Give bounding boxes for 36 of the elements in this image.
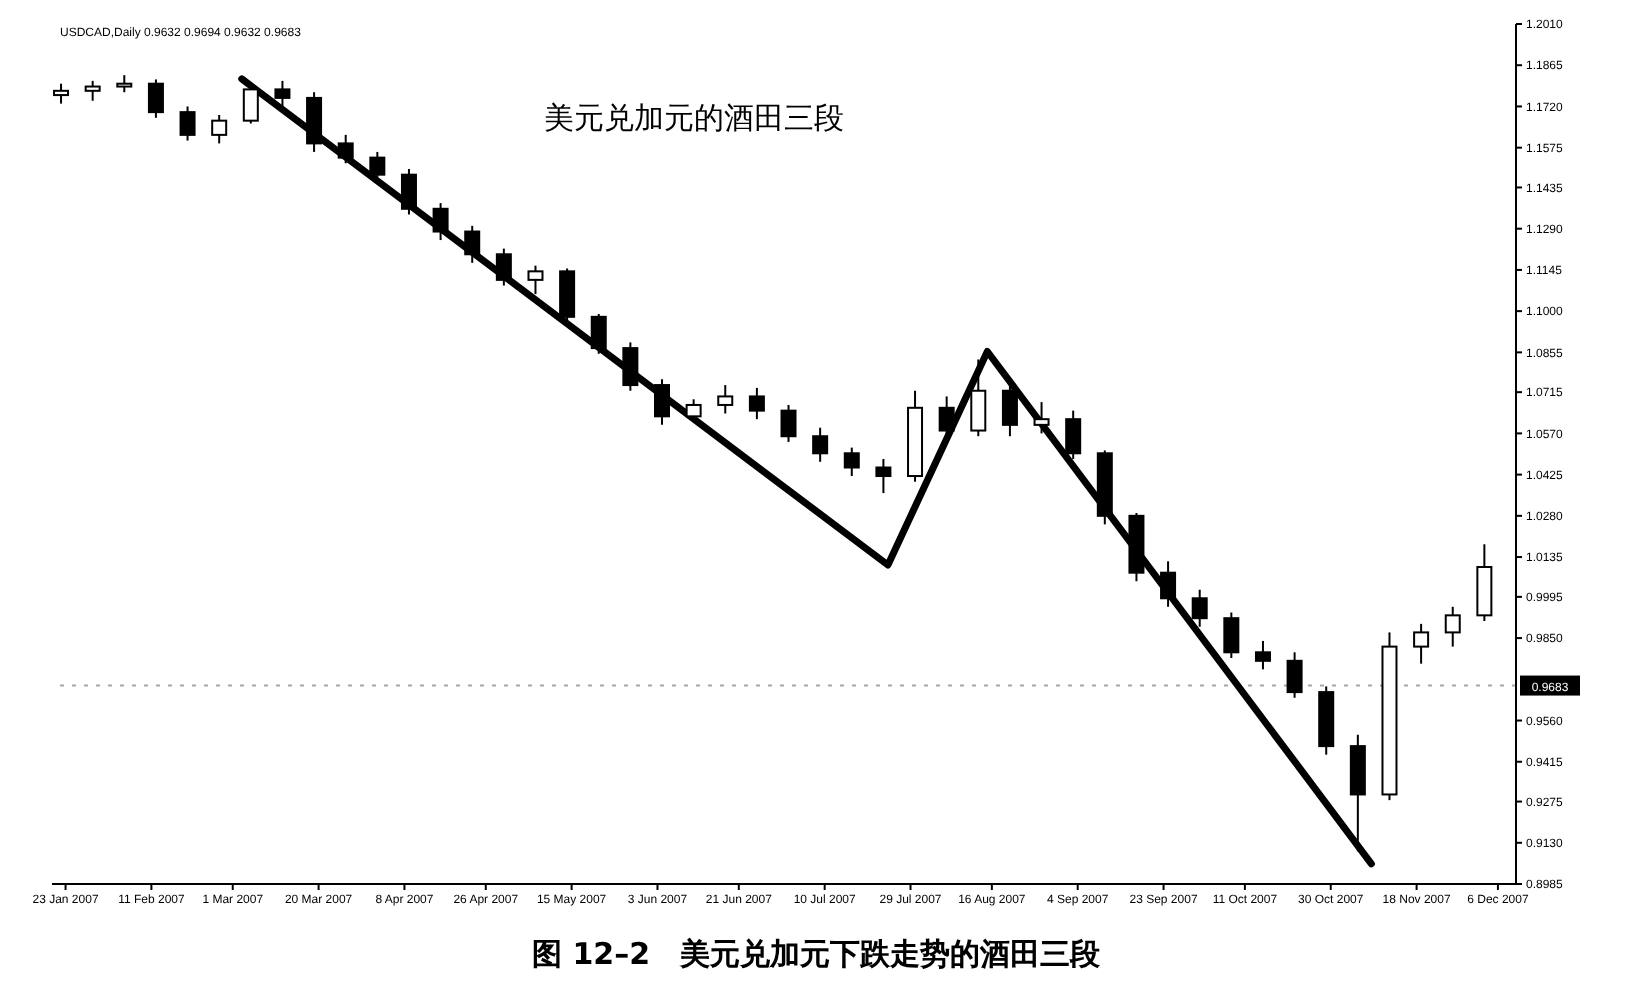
text: 美元兑加元的酒田三段: [544, 100, 844, 138]
candlestick: [464, 224, 481, 264]
candlestick: [1223, 611, 1240, 659]
candlestick: [970, 358, 987, 438]
candlestick: [812, 426, 829, 463]
candlestick: [1033, 401, 1050, 435]
candlestick: [527, 264, 544, 296]
line-series: [238, 75, 1375, 868]
candlestick: [53, 82, 70, 105]
candlestick: [211, 113, 228, 145]
caption: 图 12–2 美元兑加元下跌走势的酒田三段: [529, 936, 1103, 974]
candlestick: [400, 167, 417, 216]
candlestick: [306, 91, 323, 153]
candlestick: [748, 386, 765, 421]
candlestick: [590, 312, 607, 355]
candlestick: [843, 446, 860, 478]
candlestick: [654, 378, 670, 426]
candlestick: [622, 341, 639, 392]
candlestick: [84, 79, 101, 102]
candlestick: [1065, 409, 1082, 460]
candlestick: [1254, 639, 1271, 671]
candlestick: [1413, 622, 1430, 665]
candlestick: [559, 267, 576, 324]
candlestick: [1191, 588, 1208, 628]
candlestick: [685, 398, 702, 424]
candlestick: [147, 78, 164, 119]
candlestick: [717, 384, 734, 415]
candlestick: [780, 403, 797, 443]
candlestick: [1286, 651, 1303, 699]
candlestick: [179, 105, 196, 142]
candlestick: [875, 457, 892, 495]
candlestick: [337, 133, 354, 165]
candlestick: [495, 247, 512, 287]
candlestick: [432, 202, 449, 242]
candlestick: [1444, 605, 1461, 648]
candlestick: [1160, 560, 1177, 608]
